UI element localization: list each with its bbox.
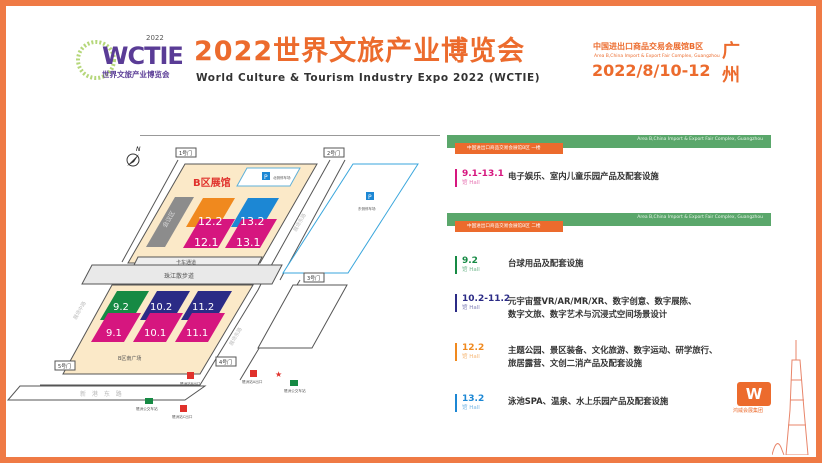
meeting-area [146,197,194,247]
desc-line: 元宇宙暨VR/AR/MR/XR、数字创意、数字展陈、 [508,296,697,306]
hall-entry: 9.2 馆 Hall [455,256,480,274]
page-subtitle: World Culture & Tourism Industry Expo 20… [196,72,541,84]
bus-icon [145,398,153,404]
floor2-tab: 中国进出口商品交易会展馆B区 二楼 [455,221,563,232]
hall-label: 10.2 [150,302,172,313]
bus-label: 琶洲公交车站 [136,406,158,411]
hall-caption: 馆 Hall [462,354,480,360]
hall-entry: 12.2 馆 Hall [455,343,484,361]
hall-label: 11.2 [192,302,214,313]
parking-icon [262,172,270,180]
hall-label: 9.1 [106,328,122,339]
metro-icon [180,405,187,412]
metro-c-label: 琶洲站C出口 [172,414,193,419]
hall-label: 10.1 [144,328,166,339]
hall-11-1[interactable] [175,313,225,342]
hall-number: 13.2 [462,394,485,404]
metro-icon [187,372,194,379]
gate-5: 5号门 [58,363,71,370]
hall-label: 13.1 [236,236,261,249]
hall-10-2[interactable] [140,291,190,320]
zone-label: B区展馆 [193,176,231,189]
hall-11-2[interactable] [181,291,232,320]
parking-p: P [264,174,268,181]
page-title: 2022世界文旅产业博览会 [194,36,526,67]
hall-description: 泳池SPA、温泉、水上乐园产品及配套设施 [508,395,668,408]
star-icon: ★ [275,370,282,379]
hall-caption: 馆 Hall [462,180,480,186]
hall-description: 主题公园、景区装备、文化旅游、数字运动、研学旅行、 旅居露营、文创二消产品及配套设… [508,344,717,370]
desc-line: 数字文旅、数字艺术与沉浸式空间场景设计 [508,309,668,319]
gate-4: 4号门 [219,359,232,366]
compass-label: N [136,146,141,153]
desc-line: 泳池SPA、温泉、水上乐园产品及配套设施 [508,396,669,406]
hall-number: 9.2 [462,256,478,266]
hall-label: 9.2 [113,302,129,313]
metro-b-label: 琶洲站B出口 [180,381,201,386]
metro-a-label: 琶洲站A出口 [242,379,263,384]
desc-line: 主题公园、景区装备、文化旅游、数字运动、研学旅行、 [508,345,718,355]
hall-entry: 13.2 馆 Hall [455,394,484,412]
gate-3: 3号门 [307,275,320,282]
canton-tower-icon [772,340,809,455]
hall-number: 10.2-11.2 [462,294,511,304]
bus-icon [290,380,298,386]
venue-cn: 中国进出口商品交易会展馆B区 [593,42,704,51]
hall-label: 12.1 [194,236,219,249]
east-parking [282,163,419,274]
hall-number: 12.2 [462,343,485,353]
hall-12-1[interactable] [183,219,235,248]
compass-icon: N [126,146,141,167]
svg-text:P: P [368,194,372,201]
gate-2: 2号门 [327,150,340,157]
hall-10-1[interactable] [133,313,183,342]
gate-1: 1号门 [179,150,192,157]
hall-13-1[interactable] [225,219,277,248]
floor1-tab: 中国进出口商品交易会展馆B区 一楼 [455,143,563,154]
hall-description: 元宇宙暨VR/AR/MR/XR、数字创意、数字展陈、 数字文旅、数字艺术与沉浸式空… [508,295,696,321]
truck-lane-label: 卡车通道 [176,259,196,266]
river-walk-label: 珠江散步道 [164,272,194,280]
hall-9-1[interactable] [91,313,141,342]
hall-description: 台球用品及配套设施 [508,257,583,270]
venue-en: Area B,China Import & Export Fair Comple… [594,54,720,59]
logo-cn: 世界文旅产业博览会 [102,70,170,79]
hall-caption: 馆 Hall [462,405,480,411]
plaza-label: B区南广场 [118,355,141,362]
company-name: 鸿威会展集团 [733,408,764,414]
hall-caption: 馆 Hall [462,305,480,311]
hall-label: 11.1 [186,328,208,339]
parking-icon [366,192,374,200]
metro-icon [250,370,257,377]
desc-line: 旅居露营、文创二消产品及配套设施 [508,358,642,368]
desc-line: 台球用品及配套设施 [508,258,584,268]
bus-label: 琶洲公交车站 [284,388,306,393]
hall-label: 12.2 [198,215,223,228]
road-label: 展场中路 [72,300,88,321]
logo-year: 2022 [146,34,164,42]
hall-number: 9.1-13.1 [462,169,504,179]
logo-text: WCTIE [102,42,184,70]
north-parking-label: 北侧停车场 [273,175,291,180]
city: 广州 [722,41,740,86]
hall-12-2[interactable] [186,198,235,227]
gates: 1号门 2号门 3号门 4号门 5号门 [54,147,345,371]
hall-entry: 9.1-13.1 馆 Hall [455,169,504,187]
company-logo-icon: W [737,382,771,406]
hall-9-2[interactable] [100,291,149,320]
hall-entry: 10.2-11.2 馆 Hall [455,294,510,312]
hall-label: 13.2 [240,215,265,228]
east-parking-label: 东侧停车场 [358,206,376,211]
hall-description: 电子娱乐、室内儿童乐园产品及配套设施 [508,170,659,183]
desc-line: 电子娱乐、室内儿童乐园产品及配套设施 [508,171,659,181]
hall-caption: 馆 Hall [462,267,480,273]
logo-globe-icon [76,40,116,80]
road-label: 新 港 东 路 [80,390,124,398]
event-date: 2022/8/10-12 [592,61,711,80]
divider [140,135,440,136]
